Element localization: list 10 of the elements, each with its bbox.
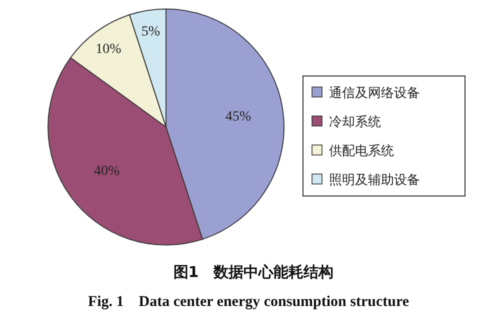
legend-label: 照明及辅助设备 (329, 173, 420, 188)
legend-label: 供配电系统 (329, 144, 394, 159)
data-label: 5% (141, 24, 160, 40)
data-label: 40% (94, 164, 120, 179)
text: Fig. 1 Data center energy consumption structure (88, 294, 410, 310)
legend-label: 冷却系统 (329, 115, 381, 130)
legend-label: 通信及网络设备 (329, 86, 420, 101)
text: 图1 数据中心能耗结构 (173, 263, 334, 281)
data-label: 10% (96, 42, 122, 57)
data-label: 45% (225, 110, 252, 125)
